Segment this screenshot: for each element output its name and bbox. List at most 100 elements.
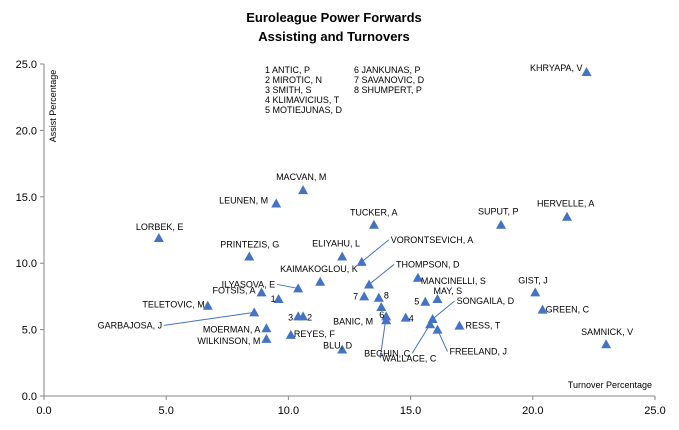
point-label-kaimakoglou-k: KAIMAKOGLOU, K bbox=[280, 264, 358, 274]
point-thompson-d bbox=[364, 279, 375, 289]
y-tick-label: 5.0 bbox=[22, 325, 37, 337]
y-tick-label: 15.0 bbox=[16, 192, 37, 204]
point-label-khryapa-v: KHRYAPA, V bbox=[530, 63, 583, 73]
point-7 bbox=[359, 291, 370, 301]
point-label-2: 2 bbox=[307, 312, 312, 322]
key-entry: 1 ANTIC, P bbox=[265, 65, 310, 75]
key-entry: 7 SAVANOVIC, D bbox=[354, 75, 425, 85]
point-freeland-j bbox=[432, 324, 443, 334]
key-entry: 8 SHUMPERT, P bbox=[354, 85, 422, 95]
point-4 bbox=[400, 312, 411, 322]
point-label-8: 8 bbox=[384, 291, 389, 301]
point-label-mancinelli-s: MANCINELLI, S bbox=[421, 276, 486, 286]
axes bbox=[43, 64, 655, 397]
point-label-4: 4 bbox=[409, 314, 414, 324]
point-label-lorbek-e: LORBEK, E bbox=[136, 222, 184, 232]
point-eliyahu-l bbox=[337, 251, 348, 261]
y-tick-label: 20.0 bbox=[16, 125, 37, 137]
x-tick-label: 20.0 bbox=[522, 405, 543, 417]
point-macvan-m bbox=[298, 185, 309, 195]
point-label-printezis-g: PRINTEZIS, G bbox=[220, 240, 279, 250]
point-beghin-c bbox=[425, 319, 436, 329]
x-tick-label: 0.0 bbox=[36, 405, 51, 417]
point-teletovic-m bbox=[202, 300, 213, 310]
point-label-wallace-c: WALLACE, C bbox=[382, 353, 437, 363]
point-2 bbox=[298, 311, 309, 321]
point-label-gist-j: GIST, J bbox=[518, 275, 548, 285]
point-label-6: 6 bbox=[379, 310, 384, 320]
point-kaimakoglou-k bbox=[315, 276, 326, 286]
point-label-vorontsevich-a: VORONTSEVICH, A bbox=[391, 235, 474, 245]
key-entry: 5 MOTIEJUNAS, D bbox=[265, 105, 343, 115]
chart-title-line2: Assisting and Turnovers bbox=[258, 29, 409, 44]
point-label-tucker-a: TUCKER, A bbox=[350, 208, 398, 218]
point-label-ilyasova-e: ILYASOVA, E bbox=[222, 279, 276, 289]
point-label-beghin-c: BEGHIN, C bbox=[364, 348, 411, 358]
key-entry: 4 KLIMAVICIUS, T bbox=[265, 95, 340, 105]
point-fotsis-a bbox=[256, 287, 267, 297]
point-label-eliyahu-l: ELIYAHU, L bbox=[312, 239, 360, 249]
point-label-hervelle-a: HERVELLE, A bbox=[537, 199, 594, 209]
point-moerman-a bbox=[261, 323, 272, 333]
point-label-freeland-j: FREELAND, J bbox=[449, 347, 507, 357]
point-vorontsevich-a bbox=[356, 256, 367, 266]
x-tick-label: 5.0 bbox=[159, 405, 174, 417]
point-gist-j bbox=[530, 287, 541, 297]
point-label-leunen-m: LEUNEN, M bbox=[219, 195, 268, 205]
point-tucker-a bbox=[368, 219, 379, 229]
point-1 bbox=[273, 294, 284, 304]
x-axis-title: Turnover Percentage bbox=[568, 380, 652, 390]
point-label-moerman-a: MOERMAN, A bbox=[203, 324, 261, 334]
x-tick-label: 25.0 bbox=[644, 405, 665, 417]
point-label-5: 5 bbox=[414, 297, 419, 307]
key-entry: 6 JANKUNAS, P bbox=[354, 65, 421, 75]
data-labels: KHRYAPA, V MACVAN, M LEUNEN, M TUCKER, A SUP… bbox=[98, 63, 633, 363]
point-blu-d bbox=[337, 344, 348, 354]
leader-line bbox=[432, 300, 455, 320]
leader-line bbox=[277, 283, 299, 289]
point-label-thompson-d: THOMPSON, D bbox=[396, 259, 460, 269]
point-green-c bbox=[537, 304, 548, 314]
y-ticks: 0.0 5.0 10.0 15.0 20.0 25.0 bbox=[16, 59, 44, 403]
point-wilkinson-m bbox=[261, 333, 272, 343]
point-8 bbox=[373, 292, 384, 302]
point-label-wilkinson-m: WILKINSON, M bbox=[197, 336, 260, 346]
point-hervelle-a bbox=[562, 211, 573, 221]
y-tick-label: 0.0 bbox=[22, 391, 37, 403]
leader-line bbox=[411, 324, 431, 354]
data-points bbox=[153, 66, 612, 354]
point-label-banic-m: BANIC, M bbox=[333, 316, 373, 326]
player-number-key: 1 ANTIC, P 6 JANKUNAS, P 2 MIROTIC, N 7 SAV… bbox=[265, 65, 425, 115]
point-label-macvan-m: MACVAN, M bbox=[276, 172, 326, 182]
point-samnick-v bbox=[601, 339, 612, 349]
point-label-ress-t: RESS, T bbox=[465, 321, 500, 331]
point-khryapa-v bbox=[581, 66, 592, 76]
point-label-samnick-v: SAMNICK, V bbox=[581, 327, 633, 337]
point-reyes-f bbox=[285, 329, 296, 339]
key-entry: 3 SMITH, S bbox=[265, 85, 312, 95]
point-label-reyes-f: REYES, F bbox=[294, 329, 336, 339]
point-wallace-c bbox=[381, 311, 392, 321]
chart-title-line1: Euroleague Power Forwards bbox=[246, 10, 422, 25]
point-label-garbajosa-j: GARBAJOSA, J bbox=[98, 320, 163, 330]
point-label-blu-d: BLU, D bbox=[323, 341, 353, 351]
point-suput-p bbox=[496, 219, 507, 229]
point-ilyasova-e bbox=[293, 283, 304, 293]
point-lorbek-e bbox=[153, 232, 164, 242]
point-label-7: 7 bbox=[353, 291, 358, 301]
point-label-green-c: GREEN, C bbox=[546, 305, 590, 315]
y-tick-label: 10.0 bbox=[16, 258, 37, 270]
point-label-fotsis-a: FOTSIS, A bbox=[213, 285, 256, 295]
point-ress-t bbox=[454, 320, 465, 330]
point-6 bbox=[376, 302, 387, 312]
x-tick-label: 15.0 bbox=[400, 405, 421, 417]
y-tick-label: 25.0 bbox=[16, 59, 37, 71]
point-garbajosa-j bbox=[249, 307, 260, 317]
y-axis-title: Assist Percentage bbox=[48, 70, 58, 143]
point-label-suput-p: SUPUT, P bbox=[478, 207, 519, 217]
point-mancinelli-s bbox=[412, 272, 423, 282]
point-leunen-m bbox=[271, 198, 282, 208]
point-label-songaila-d: SONGAILA, D bbox=[457, 296, 515, 306]
point-label-teletovic-m: TELETOVIC, M bbox=[142, 300, 204, 310]
